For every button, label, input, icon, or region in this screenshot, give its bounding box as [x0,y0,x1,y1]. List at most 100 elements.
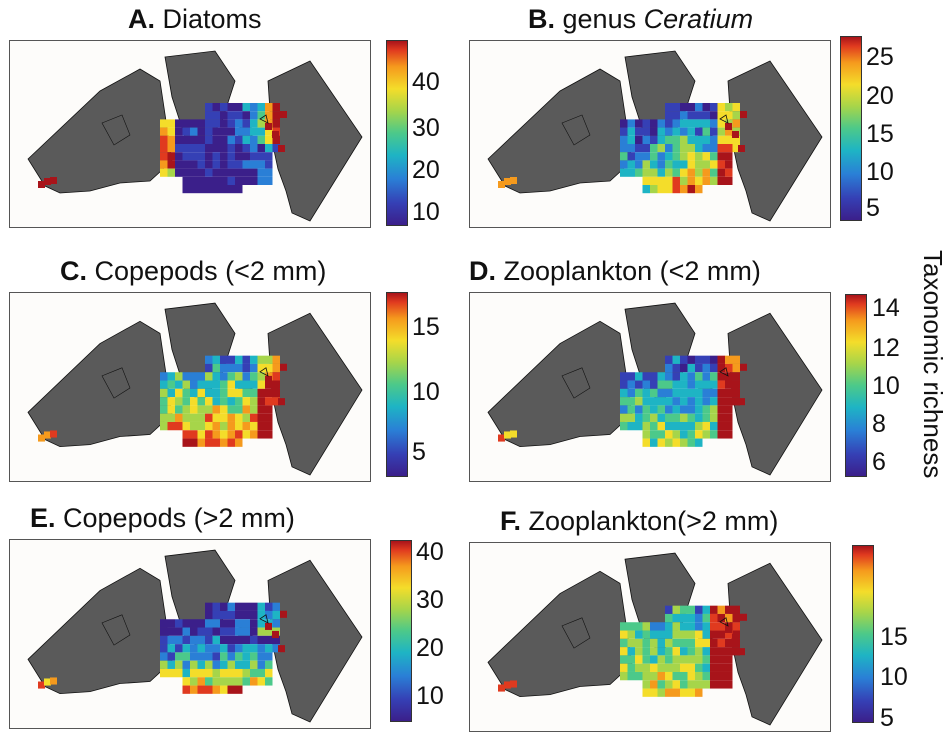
richness-cell [167,619,175,628]
richness-cell [220,111,228,120]
faroe-outline [259,114,269,124]
richness-cell [657,397,665,406]
richness-cell [725,421,733,431]
richness-cell [160,168,168,177]
richness-cell [635,152,643,161]
richness-cell [687,168,695,177]
richness-cell [175,635,183,645]
richness-cell [642,380,650,389]
richness-cell [687,152,695,161]
richness-cell [227,160,235,169]
richness-cell [710,663,718,672]
richness-cell [265,627,273,636]
richness-cell [242,413,250,422]
richness-cell [167,660,175,669]
richness-cell [227,363,235,373]
richness-cell [687,127,695,136]
richness-cell [732,622,740,631]
richness-cell [212,627,220,636]
richness-cell [680,388,688,398]
richness-cell [265,176,273,185]
richness-cell [650,388,658,398]
richness-cell [257,135,265,144]
richness-cell [687,655,695,664]
richness-cell [635,622,643,631]
richness-cell [680,119,688,128]
richness-cell [687,680,695,689]
baffin-island [101,114,131,146]
richness-cell [257,103,265,112]
richness-cell [620,127,628,136]
richness-cell [197,168,205,177]
richness-cell [665,363,673,373]
richness-cell [620,135,628,144]
richness-cell [182,413,190,422]
richness-cell [175,119,183,128]
richness-cell [160,119,168,128]
richness-cell [672,397,680,406]
richness-cell [182,405,190,414]
richness-cell [687,413,695,422]
richness-cell [687,380,695,389]
richness-cell [160,388,168,398]
richness-cell [212,660,220,669]
richness-cell [680,185,688,194]
baffin-island [561,617,591,649]
richness-cell [635,168,643,177]
richness-cell [190,397,198,406]
richness-cell [205,185,213,194]
richness-cell [665,144,673,153]
richness-cell [235,430,243,439]
richness-cell [160,652,168,661]
richness-cell [242,372,250,381]
richness-cell [205,627,213,636]
richness-cell [227,413,235,422]
richness-cell [265,152,273,161]
richness-cell [212,438,220,447]
richness-cell [250,627,258,636]
richness-cell [212,185,220,194]
richness-cell [212,103,220,112]
richness-cell [190,168,198,177]
richness-cell [182,380,190,389]
richness-cell [205,372,213,381]
richness-cell [635,388,643,398]
coastal-cell [278,145,285,152]
richness-cell [710,388,718,398]
richness-cell [190,144,198,153]
map-layer [27,549,363,723]
richness-cell [710,119,718,128]
map-layer [487,50,823,222]
richness-cell [620,655,628,664]
richness-cell [627,413,635,422]
richness-cell [680,363,688,373]
richness-cell [732,355,740,364]
richness-cell [657,421,665,431]
coastal-cell [740,111,747,118]
richness-cell [732,613,740,623]
panel-c-tick-10: 10 [412,378,440,406]
richness-cell [167,413,175,422]
richness-cell [197,438,205,447]
richness-cell [695,655,703,664]
richness-cell [635,630,643,639]
richness-cell [687,135,695,144]
richness-cell [242,388,250,398]
richness-cell [710,380,718,389]
coastal-cell [740,363,747,371]
richness-cell [235,685,243,694]
richness-cell [687,438,695,447]
richness-cell [227,627,235,636]
richness-cell [695,663,703,672]
richness-cell [175,644,183,653]
richness-cell [205,176,213,185]
coastal-cell [50,430,57,438]
richness-cell [710,355,718,364]
richness-cell [257,635,265,645]
richness-cell [717,655,725,664]
panel-c-map [9,292,371,482]
richness-cell [190,152,198,161]
richness-cell [710,655,718,664]
richness-cell [160,135,168,144]
richness-cell [227,438,235,447]
